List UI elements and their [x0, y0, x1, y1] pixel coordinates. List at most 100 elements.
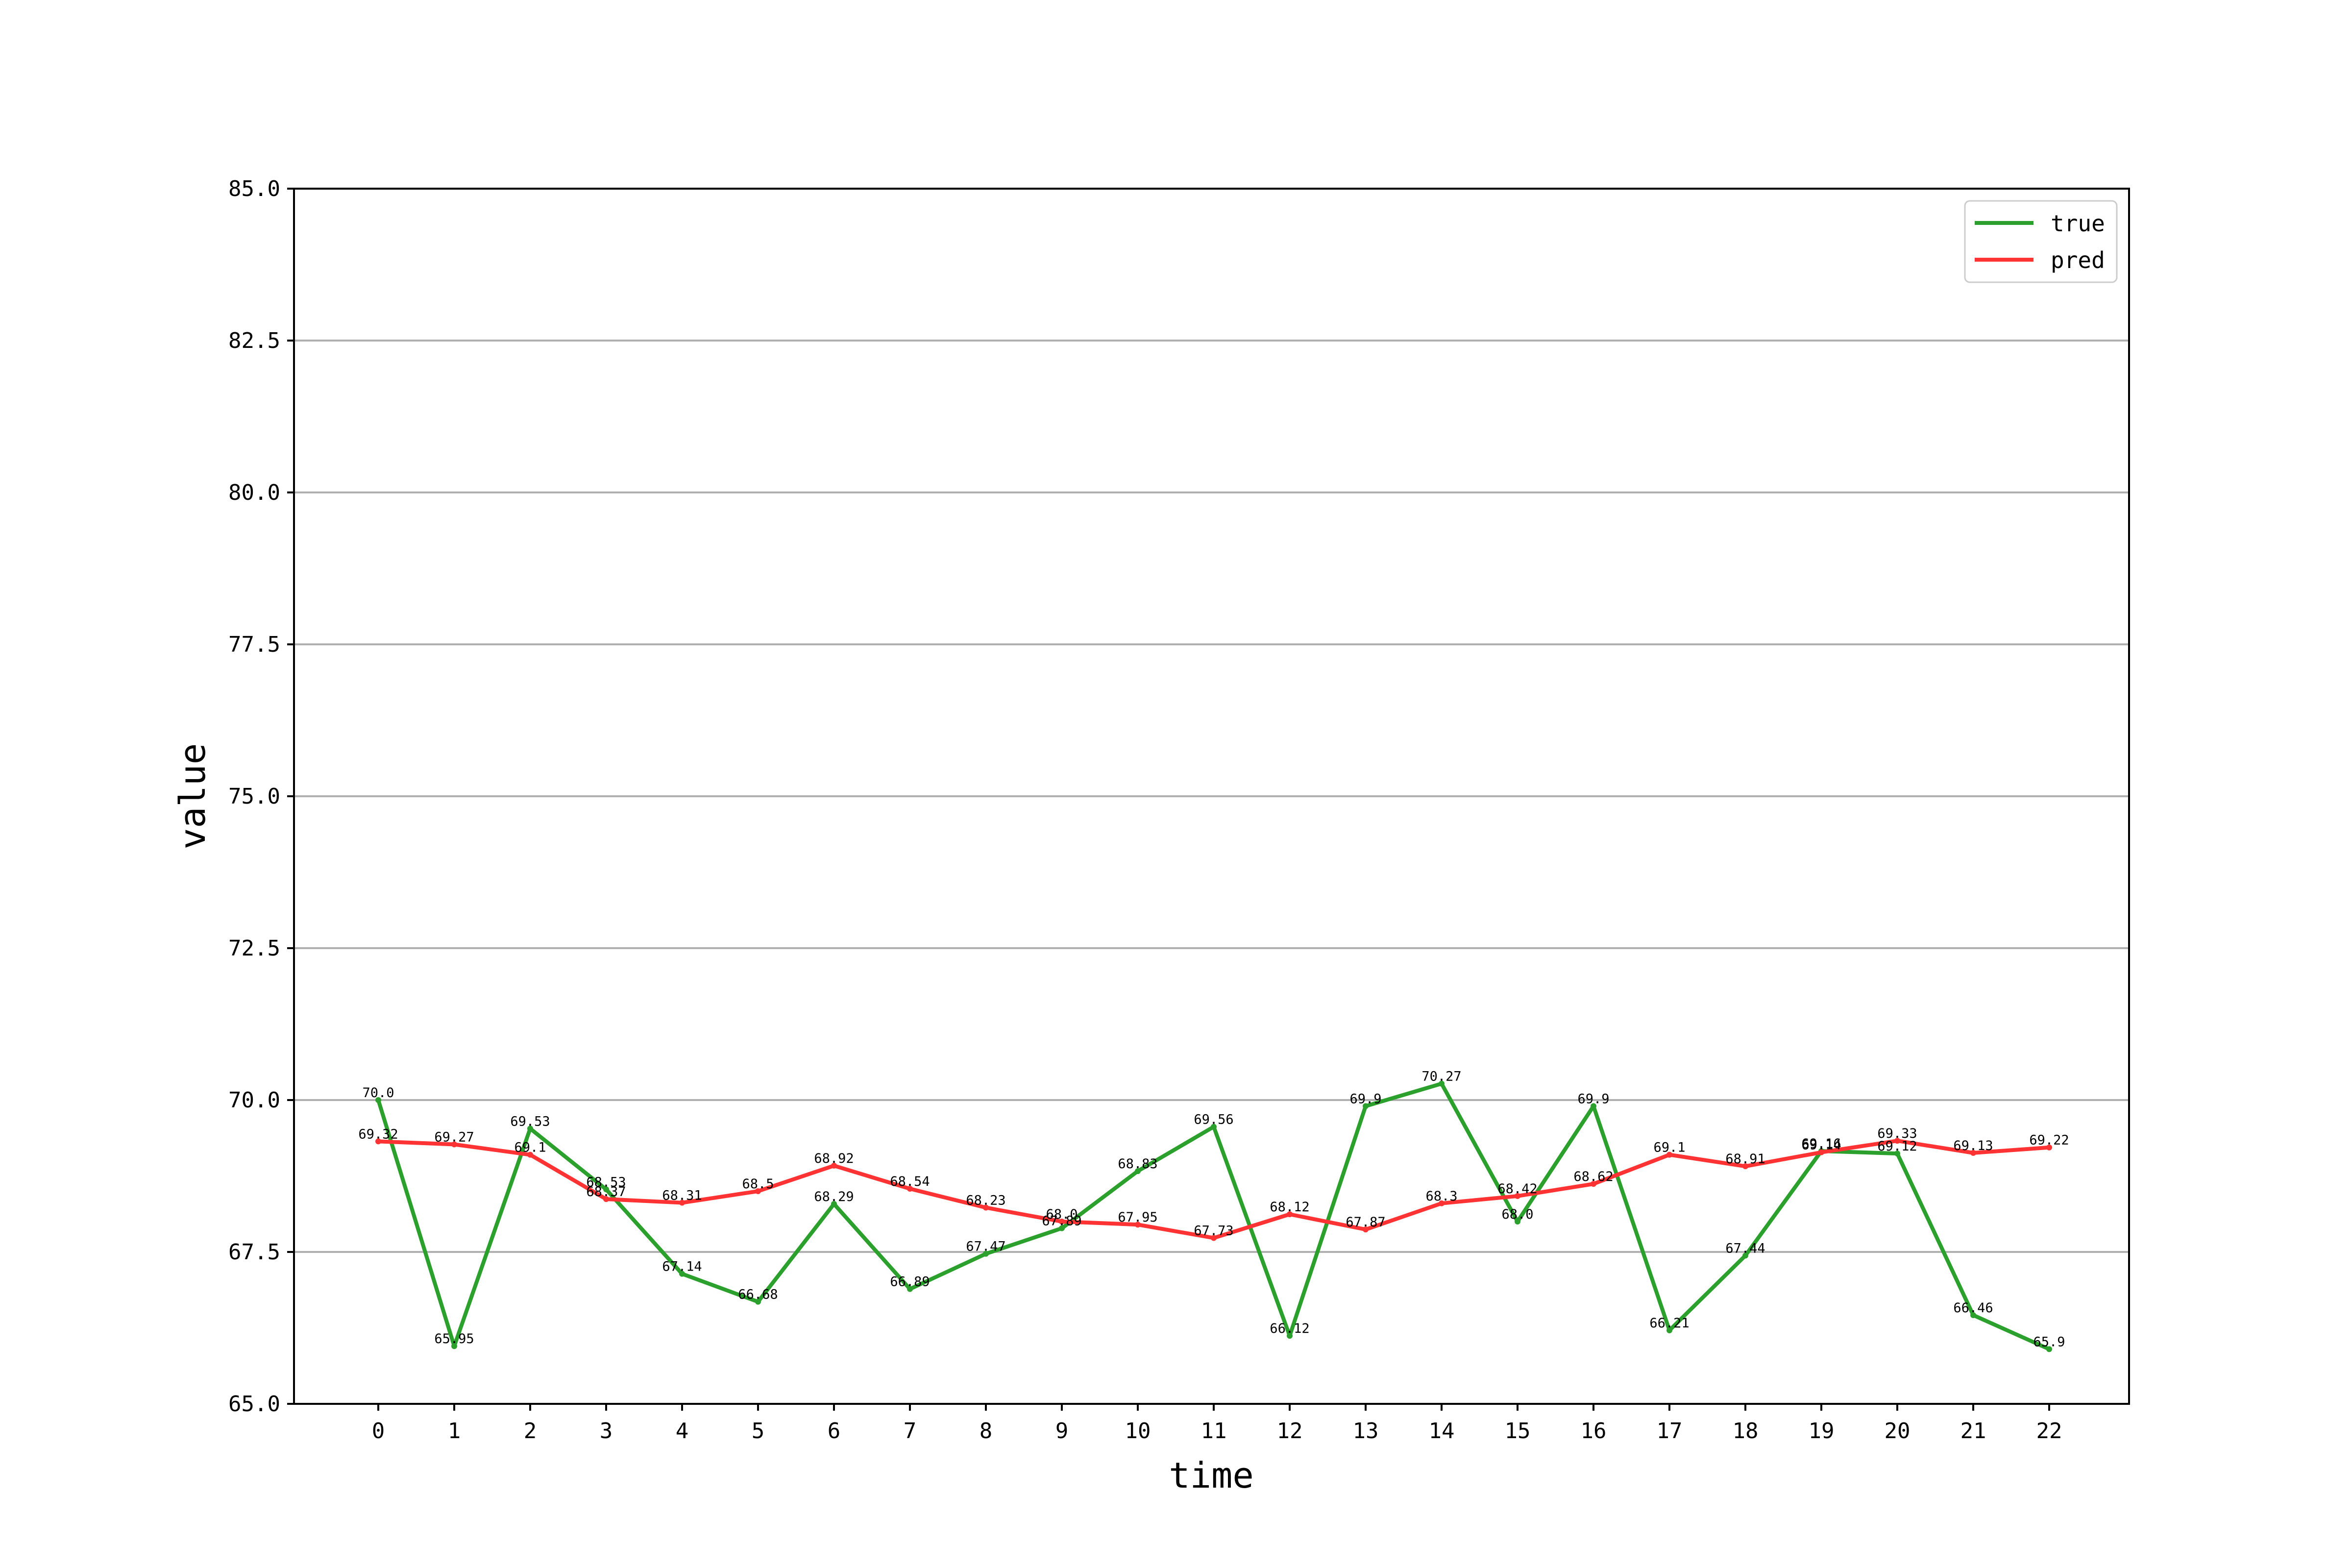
data-label-pred: 68.91 — [1725, 1152, 1765, 1167]
data-point-pred — [907, 1186, 913, 1192]
data-label-true: 67.44 — [1725, 1241, 1765, 1256]
data-point-pred — [1742, 1163, 1748, 1170]
data-label-pred: 68.0 — [1046, 1207, 1078, 1222]
data-point-true — [1135, 1168, 1141, 1175]
data-label-pred: 69.27 — [434, 1130, 474, 1145]
data-point-pred — [451, 1141, 457, 1148]
data-label-true: 69.9 — [1577, 1091, 1609, 1106]
data-point-pred — [1666, 1152, 1672, 1158]
data-label-pred: 68.92 — [814, 1151, 854, 1166]
data-point-pred — [831, 1162, 837, 1169]
y-tick-label: 77.5 — [228, 632, 280, 657]
data-point-pred — [1970, 1150, 1976, 1156]
data-point-true — [1591, 1103, 1596, 1109]
data-label-true: 68.29 — [814, 1189, 854, 1204]
data-point-pred — [1211, 1235, 1217, 1241]
data-point-pred — [983, 1204, 989, 1211]
data-label-pred: 69.1 — [1653, 1140, 1685, 1155]
data-label-true: 69.9 — [1349, 1091, 1381, 1106]
data-label-pred: 69.14 — [1801, 1138, 1841, 1153]
data-point-true — [831, 1201, 837, 1207]
data-point-pred — [1059, 1219, 1065, 1225]
data-point-pred — [1135, 1222, 1141, 1228]
data-label-true: 68.83 — [1118, 1156, 1157, 1172]
x-tick-label: 14 — [1429, 1419, 1455, 1444]
y-tick-label: 67.5 — [228, 1240, 280, 1265]
x-tick-label: 20 — [1885, 1419, 1911, 1444]
data-point-true — [603, 1186, 609, 1193]
legend-label-pred: pred — [2051, 247, 2105, 273]
x-tick-label: 13 — [1353, 1419, 1379, 1444]
data-label-pred: 68.3 — [1425, 1189, 1457, 1204]
legend: true pred — [1964, 200, 2118, 283]
data-point-pred — [1439, 1200, 1445, 1206]
x-tick-label: 7 — [904, 1419, 917, 1444]
data-point-true — [755, 1298, 761, 1305]
x-tick-label: 15 — [1505, 1419, 1531, 1444]
x-tick-label: 2 — [524, 1419, 537, 1444]
x-tick-label: 21 — [1960, 1419, 1986, 1444]
x-tick-label: 16 — [1581, 1419, 1607, 1444]
y-tick-label: 85.0 — [228, 176, 280, 201]
y-tick-label: 65.0 — [228, 1392, 280, 1417]
x-tick-label: 11 — [1201, 1419, 1227, 1444]
x-tick-label: 22 — [2036, 1419, 2062, 1444]
data-point-true — [1894, 1151, 1900, 1157]
x-tick-label: 8 — [980, 1419, 993, 1444]
data-point-pred — [527, 1152, 533, 1158]
x-axis-title: time — [1169, 1455, 1253, 1496]
data-label-true: 68.53 — [586, 1175, 626, 1190]
data-point-true — [1439, 1080, 1445, 1087]
data-label-pred: 69.13 — [1953, 1138, 1993, 1153]
x-tick-label: 17 — [1657, 1419, 1683, 1444]
data-point-pred — [1363, 1226, 1369, 1233]
data-label-pred: 68.23 — [966, 1193, 1005, 1208]
data-label-true: 66.21 — [1649, 1316, 1689, 1331]
data-point-true — [1059, 1225, 1065, 1231]
data-label-pred: 67.87 — [1346, 1215, 1385, 1230]
y-tick-label: 82.5 — [228, 328, 280, 353]
data-point-true — [1363, 1103, 1369, 1109]
data-point-true — [451, 1343, 457, 1349]
data-point-true — [1666, 1327, 1672, 1333]
data-point-true — [375, 1097, 381, 1103]
x-axis: 0 1 2 3 4 5 6 7 8 9 10 11 12 13 14 15 16 17 18 19 20 21 22 — [372, 1404, 2062, 1444]
data-label-true: 69.53 — [510, 1114, 550, 1129]
data-label-true: 66.46 — [1953, 1300, 1993, 1316]
data-point-pred — [1894, 1138, 1900, 1144]
data-label-true: 66.68 — [738, 1287, 778, 1302]
data-label-true: 66.89 — [890, 1274, 930, 1290]
data-label-true: 66.12 — [1270, 1321, 1309, 1336]
data-point-pred — [679, 1200, 685, 1206]
data-point-pred — [1515, 1193, 1520, 1199]
x-tick-label: 10 — [1125, 1419, 1151, 1444]
y-tick-label: 75.0 — [228, 784, 280, 809]
data-label-true: 70.0 — [362, 1085, 394, 1101]
series-group — [375, 1080, 2052, 1352]
data-label-pred: 68.31 — [662, 1188, 702, 1203]
data-label-true: 70.27 — [1421, 1069, 1461, 1084]
data-point-pred — [375, 1138, 381, 1145]
data-point-true — [983, 1250, 989, 1257]
y-tick-label: 72.5 — [228, 936, 280, 961]
y-tick-label: 70.0 — [228, 1088, 280, 1113]
data-label-true: 69.56 — [1194, 1112, 1233, 1127]
data-point-pred — [755, 1188, 761, 1194]
data-label-true: 65.95 — [434, 1331, 474, 1347]
data-label-pred: 69.1 — [514, 1140, 546, 1155]
data-label-pred: 68.42 — [1497, 1181, 1537, 1197]
data-label-pred: 68.62 — [1573, 1169, 1613, 1184]
data-point-pred — [1591, 1181, 1596, 1187]
data-point-true — [1970, 1312, 1976, 1318]
data-point-pred — [1287, 1211, 1293, 1218]
data-point-true — [907, 1286, 913, 1292]
x-tick-label: 5 — [752, 1419, 765, 1444]
x-tick-label: 1 — [448, 1419, 461, 1444]
data-label-pred: 69.32 — [358, 1127, 398, 1142]
data-label-pred: 68.5 — [742, 1176, 774, 1192]
data-label-pred: 67.95 — [1118, 1210, 1157, 1225]
data-point-true — [679, 1271, 685, 1277]
x-tick-label: 19 — [1809, 1419, 1835, 1444]
